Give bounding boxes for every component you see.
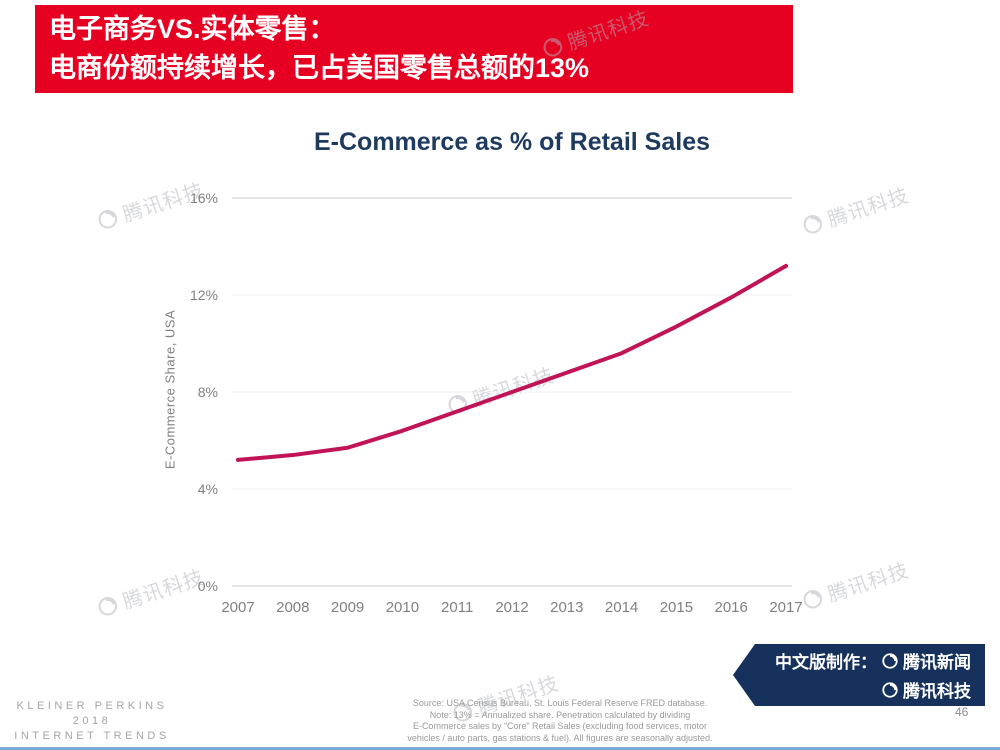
tencent-watermark: 腾讯科技: [798, 179, 913, 241]
x-tick-label: 2009: [330, 599, 365, 616]
x-tick-label: 2008: [276, 599, 310, 616]
x-tick-label: 2011: [441, 599, 474, 616]
x-tick-label: 2010: [385, 599, 420, 616]
source-line: Note: 13% = Annualized share. Penetratio…: [429, 709, 691, 720]
chart-title: E-Commerce as % of Retail Sales: [314, 128, 710, 156]
credit-ribbon: 中文版制作： 腾讯新闻 腾讯科技: [733, 644, 985, 706]
ecommerce-share-line-chart: [232, 197, 792, 587]
y-tick-label: 12%: [189, 287, 218, 303]
bottom-accent-line: [0, 747, 1000, 750]
x-tick-label: 2015: [659, 599, 694, 616]
header-title-line1: 电子商务VS.实体零售：: [49, 14, 336, 44]
tencent-watermark: 腾讯科技: [798, 554, 913, 616]
watermark-text: 腾讯科技: [825, 184, 912, 232]
header-title-line2: 电商份额持续增长，已占美国零售总额的13%: [49, 53, 590, 83]
y-tick-label: 4%: [197, 481, 218, 497]
header-banner: 电子商务VS.实体零售： 电商份额持续增长，已占美国零售总额的13%: [35, 5, 793, 93]
kleiner-perkins-brand: KLEINER PERKINS 2018 INTERNET TRENDS: [14, 699, 170, 744]
x-tick-label: 2016: [714, 599, 748, 616]
source-line: E-Commerce sales by “Core” Retail Sales …: [412, 721, 708, 731]
x-tick-label: 2013: [550, 599, 584, 616]
credit-row-1: 中文版制作： 腾讯新闻: [775, 648, 971, 673]
credit-brand-1: 腾讯新闻: [903, 653, 971, 672]
credit-brand-2: 腾讯科技: [903, 682, 971, 701]
page-number: 46: [955, 705, 969, 719]
tencent-news-logo-icon: [882, 652, 898, 669]
credit-prefix: 中文版制作：: [775, 653, 877, 672]
brand-line-1: KLEINER PERKINS: [16, 700, 168, 712]
watermark-text: 腾讯科技: [825, 559, 912, 607]
tencent-tech-logo-icon: [882, 681, 898, 698]
tencent-logo-icon: [98, 209, 117, 229]
x-tick-label: 2012: [495, 599, 529, 616]
brand-line-2: 2018: [72, 715, 112, 727]
source-line: Source: USA Census Bureau, St. Louis Fed…: [412, 698, 708, 708]
x-tick-label: 2007: [221, 599, 255, 616]
y-tick-label: 8%: [197, 384, 218, 400]
brand-line-3: INTERNET TRENDS: [14, 730, 170, 742]
y-tick-label: 0%: [197, 578, 218, 594]
x-tick-label: 2014: [604, 599, 639, 616]
credit-row-2: 腾讯科技: [881, 677, 971, 702]
y-tick-label: 16%: [189, 190, 218, 206]
source-note: Source: USA Census Bureau, St. Louis Fed…: [340, 698, 780, 744]
x-tick-label: 2017: [769, 599, 803, 616]
tencent-logo-icon: [98, 596, 117, 616]
tencent-logo-icon: [803, 214, 822, 234]
source-line: vehicles / auto parts, gas stations & fu…: [407, 732, 713, 743]
